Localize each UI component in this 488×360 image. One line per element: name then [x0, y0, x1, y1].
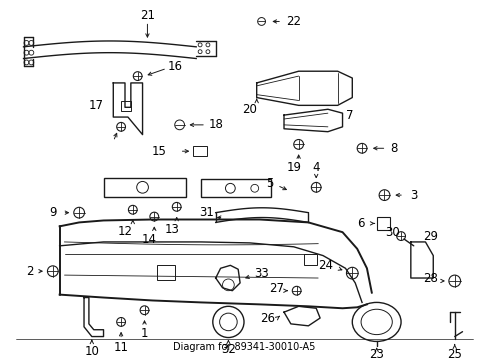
Bar: [376, 217, 389, 230]
Text: 1: 1: [141, 327, 148, 340]
Text: 17: 17: [88, 99, 103, 112]
Text: 8: 8: [390, 142, 397, 155]
Text: 11: 11: [113, 341, 128, 354]
Text: 16: 16: [167, 60, 182, 73]
Text: 3: 3: [409, 189, 417, 202]
Text: 7: 7: [345, 109, 352, 122]
Bar: [103, 177, 186, 197]
Text: 15: 15: [152, 145, 166, 158]
Text: 9: 9: [49, 206, 57, 219]
Text: 32: 32: [221, 343, 235, 356]
Text: 25: 25: [447, 348, 461, 360]
Text: Diagram for 89341-30010-A5: Diagram for 89341-30010-A5: [173, 342, 315, 352]
Text: 14: 14: [142, 233, 157, 246]
Bar: [193, 146, 206, 156]
Bar: [303, 254, 317, 265]
Bar: [201, 180, 271, 197]
Text: 13: 13: [164, 223, 179, 236]
Text: 33: 33: [254, 267, 268, 280]
Text: 10: 10: [84, 345, 99, 358]
Text: 12: 12: [117, 225, 132, 238]
Text: 4: 4: [312, 161, 319, 174]
Text: 31: 31: [199, 206, 213, 219]
Text: 20: 20: [242, 103, 257, 116]
Text: 18: 18: [208, 118, 223, 131]
Text: 22: 22: [285, 15, 301, 28]
Text: 19: 19: [285, 161, 301, 174]
Bar: [157, 265, 174, 280]
Text: 29: 29: [422, 230, 437, 243]
Bar: [121, 102, 131, 111]
Text: 21: 21: [140, 9, 155, 22]
Text: 6: 6: [357, 217, 364, 230]
Text: 2: 2: [25, 265, 33, 278]
Text: 30: 30: [384, 226, 399, 239]
Text: 5: 5: [265, 177, 272, 190]
Text: 27: 27: [268, 282, 283, 295]
Text: 26: 26: [260, 311, 274, 324]
Text: 28: 28: [422, 271, 437, 284]
Text: 24: 24: [318, 259, 333, 272]
Text: 23: 23: [368, 348, 384, 360]
